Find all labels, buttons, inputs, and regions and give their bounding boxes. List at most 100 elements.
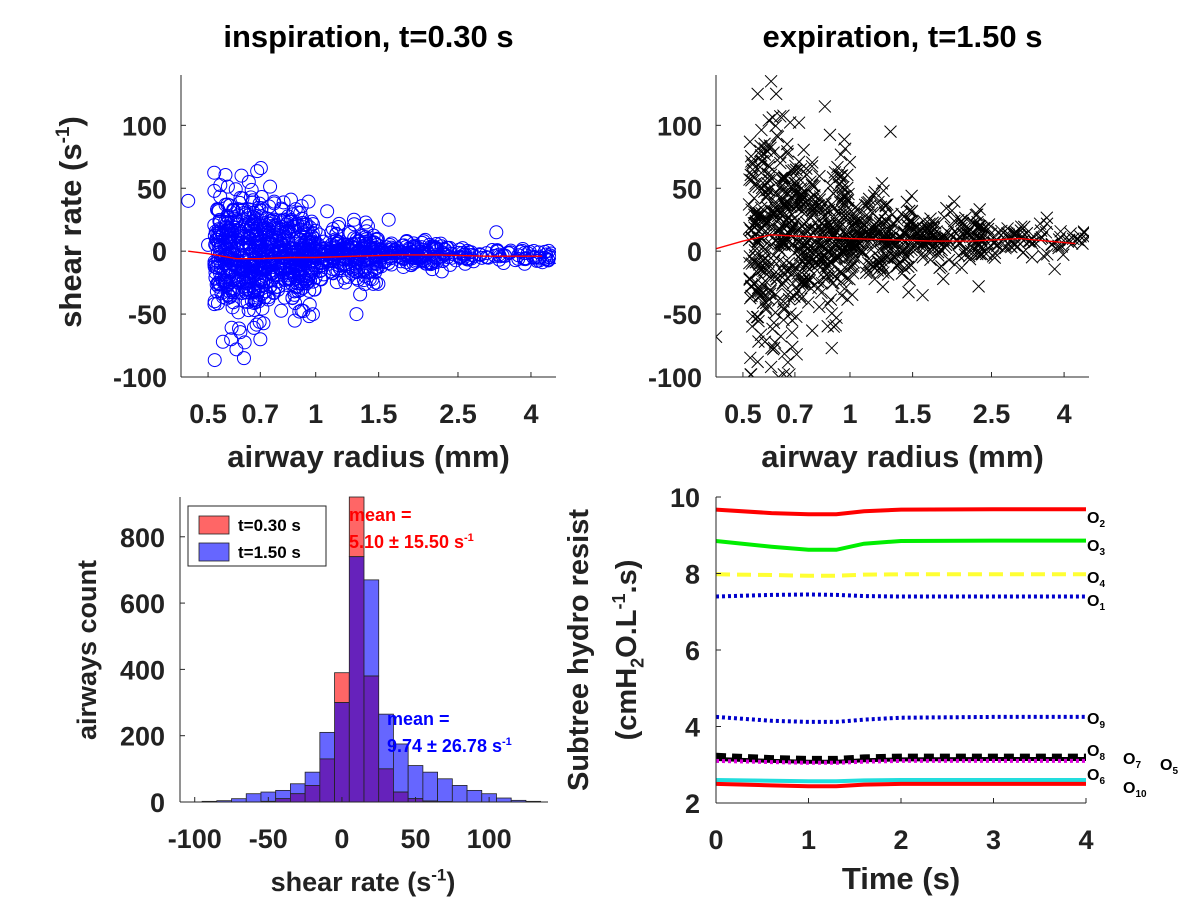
point-995 <box>1010 225 1023 239</box>
point-85 <box>749 177 762 190</box>
point-903 <box>931 249 945 262</box>
point-700 <box>278 242 293 257</box>
point-708 <box>260 236 275 251</box>
point-177 <box>766 111 780 124</box>
point-287 <box>743 135 757 149</box>
point-587 <box>824 222 838 236</box>
point-180 <box>247 302 262 317</box>
point-52 <box>224 320 239 335</box>
point-223 <box>211 202 226 217</box>
point-787 <box>905 204 919 218</box>
point-595 <box>797 272 811 286</box>
point-513 <box>835 169 849 182</box>
point-782 <box>873 250 886 264</box>
point-284 <box>780 234 794 248</box>
point-275 <box>778 273 792 287</box>
point-739 <box>903 273 917 287</box>
point-924 <box>917 214 930 228</box>
point-310 <box>758 335 772 349</box>
point-286 <box>751 281 765 295</box>
point-800 <box>895 207 908 221</box>
point-585 <box>824 225 837 239</box>
bar-overlap-9 <box>334 702 350 803</box>
point-1034 <box>1025 250 1039 264</box>
point-390 <box>274 303 289 318</box>
point-538 <box>794 163 808 176</box>
bar-exp-18 <box>466 789 483 803</box>
point-804 <box>847 256 861 269</box>
point-594 <box>833 228 847 242</box>
x-tick-label: 4 <box>523 399 538 429</box>
point-770 <box>347 217 362 232</box>
point-602 <box>905 189 918 203</box>
point-182 <box>761 254 775 268</box>
point-566 <box>823 179 837 193</box>
point-244 <box>751 310 765 324</box>
point-809 <box>883 221 897 235</box>
point-288 <box>772 254 786 268</box>
point-276 <box>778 239 792 253</box>
point-1043 <box>374 259 389 274</box>
x-tick-label: 0.7 <box>776 399 814 429</box>
point-899 <box>326 222 341 237</box>
bar-exp-8 <box>319 731 335 760</box>
point-1045 <box>716 330 723 344</box>
point-639 <box>271 282 286 297</box>
point-982 <box>991 225 1005 239</box>
point-366 <box>248 263 263 278</box>
point-123 <box>792 116 806 130</box>
x-tick-label: 1 <box>308 399 323 429</box>
point-722 <box>843 249 857 263</box>
legend-swatch-2 <box>198 542 230 562</box>
point-1135 <box>462 245 477 260</box>
point-735 <box>848 215 861 229</box>
point-78 <box>777 313 790 327</box>
point-1035 <box>1008 226 1021 240</box>
mean-label: mean = <box>387 709 450 729</box>
series-O10 <box>715 781 1086 789</box>
point-1157 <box>508 253 523 268</box>
point-470 <box>801 296 815 309</box>
point-509 <box>823 128 837 142</box>
point-944 <box>977 221 991 235</box>
point-337 <box>825 341 839 355</box>
point-715 <box>873 216 887 230</box>
point-793 <box>881 268 895 281</box>
point-237 <box>757 253 771 267</box>
y-tick-label: 100 <box>657 111 702 141</box>
point-125 <box>762 113 776 127</box>
legend-label-1: t=0.30 s <box>238 516 301 535</box>
x-tick-label: 3 <box>986 825 1001 855</box>
point-304 <box>747 191 761 205</box>
point-908 <box>921 227 935 241</box>
point-1177 <box>253 332 268 347</box>
y-tick-label: 800 <box>120 523 165 553</box>
point-296 <box>751 285 765 299</box>
point-261 <box>775 209 789 223</box>
point-1052 <box>1079 232 1089 245</box>
point-947 <box>925 226 938 240</box>
point-377 <box>221 247 236 262</box>
point-701 <box>285 232 300 247</box>
x-tick-label: 1.5 <box>894 399 932 429</box>
point-307 <box>746 169 760 183</box>
point-540 <box>800 168 814 181</box>
point-618 <box>865 206 879 220</box>
point-985 <box>1022 235 1036 248</box>
point-280 <box>756 154 770 168</box>
point-558 <box>834 148 848 162</box>
point-1050 <box>916 288 929 302</box>
point-1181 <box>489 225 504 240</box>
point-508 <box>304 214 319 229</box>
point-937 <box>342 258 357 273</box>
point-954 <box>940 231 954 245</box>
point-631 <box>278 261 293 276</box>
point-309 <box>789 310 803 324</box>
point-1003 <box>1034 224 1048 237</box>
point-673 <box>262 264 277 279</box>
point-953 <box>926 220 940 234</box>
point-1174 <box>215 334 230 349</box>
point-362 <box>246 228 261 243</box>
point-1026 <box>1004 233 1017 247</box>
point-879 <box>353 287 368 302</box>
